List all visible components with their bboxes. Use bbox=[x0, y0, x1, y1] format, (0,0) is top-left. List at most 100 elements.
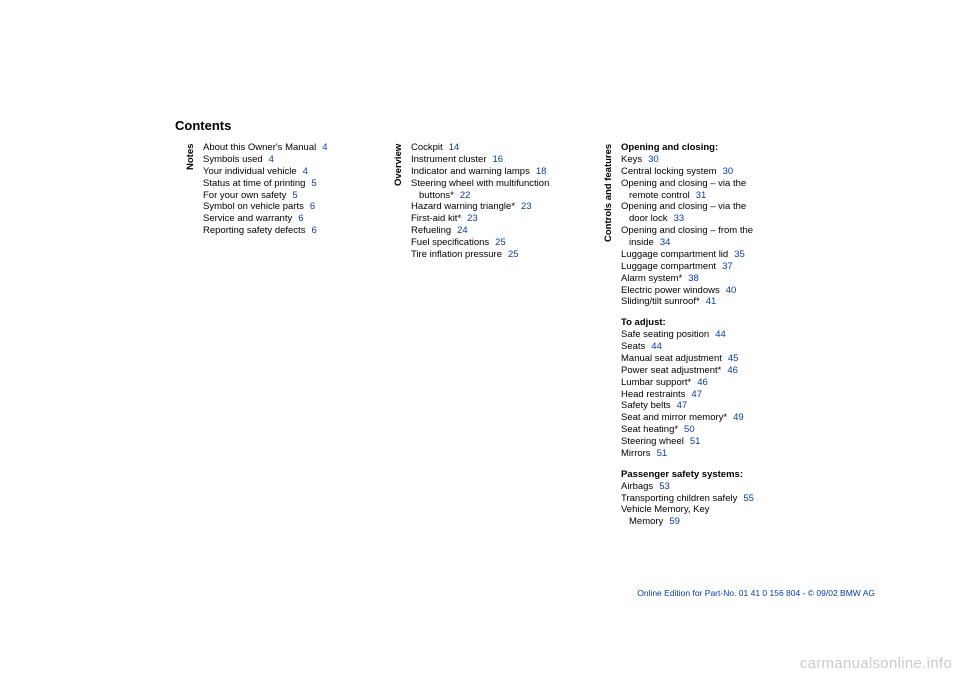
toc-entry: Status at time of printing5 bbox=[203, 178, 383, 190]
toc-entry: Your individual vehicle4 bbox=[203, 166, 383, 178]
toc-entry: Seat and mirror memory*49 bbox=[621, 412, 811, 424]
toc-entry: About this Owner's Manual4 bbox=[203, 142, 383, 154]
toc-entry: Seats44 bbox=[621, 341, 811, 353]
page-number[interactable]: 6 bbox=[304, 201, 315, 212]
group-heading: To adjust: bbox=[621, 317, 811, 329]
page-number[interactable]: 22 bbox=[454, 190, 471, 201]
page-number[interactable]: 47 bbox=[671, 400, 688, 411]
toc-entry: Steering wheel with multifunction bbox=[411, 178, 593, 190]
toc-entry: Seat heating*50 bbox=[621, 424, 811, 436]
page-number[interactable]: 18 bbox=[530, 166, 547, 177]
page-number[interactable]: 4 bbox=[297, 166, 308, 177]
page-number[interactable]: 6 bbox=[305, 225, 316, 236]
page-number[interactable]: 5 bbox=[286, 190, 297, 201]
page-number[interactable]: 41 bbox=[700, 296, 717, 307]
page-number[interactable]: 40 bbox=[720, 285, 737, 296]
page-number[interactable]: 51 bbox=[684, 436, 701, 447]
toc-entry: Electric power windows40 bbox=[621, 285, 811, 297]
page-number[interactable]: 24 bbox=[451, 225, 468, 236]
toc-entry: Refueling24 bbox=[411, 225, 593, 237]
page-number[interactable]: 53 bbox=[653, 481, 670, 492]
page-number[interactable]: 51 bbox=[651, 448, 668, 459]
column-overview: Overview Cockpit14Instrument cluster16In… bbox=[383, 142, 593, 528]
toc-entry: Safe seating position44 bbox=[621, 329, 811, 341]
toc-entry: Transporting children safely55 bbox=[621, 493, 811, 505]
page-number[interactable]: 5 bbox=[305, 178, 316, 189]
page-number[interactable]: 37 bbox=[716, 261, 733, 272]
toc-entry: Fuel specifications25 bbox=[411, 237, 593, 249]
toc-entry: Lumbar support*46 bbox=[621, 377, 811, 389]
page-number[interactable]: 47 bbox=[685, 389, 702, 400]
toc-entry: First-aid kit*23 bbox=[411, 213, 593, 225]
toc-entry: Reporting safety defects6 bbox=[203, 225, 383, 237]
page-number[interactable]: 23 bbox=[461, 213, 478, 224]
page-number[interactable]: 33 bbox=[668, 213, 685, 224]
page-number[interactable]: 30 bbox=[642, 154, 659, 165]
footer-text: Online Edition for Part-No. 01 41 0 156 … bbox=[637, 588, 875, 598]
section-label-notes: Notes bbox=[185, 144, 196, 170]
toc-entry: Tire inflation pressure25 bbox=[411, 249, 593, 261]
column-notes: Notes About this Owner's Manual4Symbols … bbox=[175, 142, 383, 528]
toc-entry: Vehicle Memory, Key bbox=[621, 504, 811, 516]
page-number[interactable]: 59 bbox=[663, 516, 680, 527]
toc-entry: For your own safety5 bbox=[203, 190, 383, 202]
watermark: carmanualsonline.info bbox=[800, 655, 952, 672]
toc-entry: Head restraints47 bbox=[621, 389, 811, 401]
page-number[interactable]: 55 bbox=[737, 493, 754, 504]
toc-entry: Central locking system30 bbox=[621, 166, 811, 178]
page-number[interactable]: 14 bbox=[443, 142, 460, 153]
toc-entry: Indicator and warning lamps18 bbox=[411, 166, 593, 178]
toc-entry: buttons*22 bbox=[411, 190, 593, 202]
page-number[interactable]: 16 bbox=[487, 154, 504, 165]
toc-entry: Symbol on vehicle parts6 bbox=[203, 201, 383, 213]
toc-entry: Sliding/tilt sunroof*41 bbox=[621, 296, 811, 308]
column-body-controls: Opening and closing:Keys30Central lockin… bbox=[621, 142, 811, 528]
page-number[interactable]: 44 bbox=[709, 329, 726, 340]
page-number[interactable]: 46 bbox=[721, 365, 738, 376]
page-number[interactable]: 45 bbox=[722, 353, 739, 364]
page-number[interactable]: 46 bbox=[691, 377, 708, 388]
toc-entry: Airbags53 bbox=[621, 481, 811, 493]
page-number[interactable]: 30 bbox=[717, 166, 734, 177]
page-number[interactable]: 4 bbox=[263, 154, 274, 165]
column-controls: Controls and features Opening and closin… bbox=[593, 142, 811, 528]
toc-entry: Opening and closing – via the bbox=[621, 201, 811, 213]
toc-entry: Keys30 bbox=[621, 154, 811, 166]
toc-entry: inside34 bbox=[621, 237, 811, 249]
toc-entry: Service and warranty6 bbox=[203, 213, 383, 225]
toc-entry: door lock33 bbox=[621, 213, 811, 225]
toc-entry: Hazard warning triangle*23 bbox=[411, 201, 593, 213]
page-number[interactable]: 31 bbox=[690, 190, 707, 201]
page-number[interactable]: 25 bbox=[489, 237, 506, 248]
page-number[interactable]: 4 bbox=[316, 142, 327, 153]
group-heading: Opening and closing: bbox=[621, 142, 811, 154]
page-number[interactable]: 23 bbox=[515, 201, 532, 212]
toc-entry: Opening and closing – from the bbox=[621, 225, 811, 237]
columns: Notes About this Owner's Manual4Symbols … bbox=[175, 142, 811, 528]
toc-entry: remote control31 bbox=[621, 190, 811, 202]
group-heading: Passenger safety systems: bbox=[621, 469, 811, 481]
toc-entry: Steering wheel51 bbox=[621, 436, 811, 448]
page: Contents Notes About this Owner's Manual… bbox=[0, 0, 960, 678]
toc-entry: Cockpit14 bbox=[411, 142, 593, 154]
page-number[interactable]: 38 bbox=[682, 273, 699, 284]
toc-entry: Opening and closing – via the bbox=[621, 178, 811, 190]
page-number[interactable]: 49 bbox=[727, 412, 744, 423]
column-body-overview: Cockpit14Instrument cluster16Indicator a… bbox=[411, 142, 593, 261]
page-number[interactable]: 50 bbox=[678, 424, 695, 435]
page-number[interactable]: 34 bbox=[654, 237, 671, 248]
section-label-overview: Overview bbox=[393, 144, 404, 186]
page-number[interactable]: 6 bbox=[292, 213, 303, 224]
toc-entry: Alarm system*38 bbox=[621, 273, 811, 285]
page-number[interactable]: 25 bbox=[502, 249, 519, 260]
toc-entry: Power seat adjustment*46 bbox=[621, 365, 811, 377]
page-number[interactable]: 35 bbox=[728, 249, 745, 260]
toc-entry: Symbols used4 bbox=[203, 154, 383, 166]
section-label-controls: Controls and features bbox=[603, 144, 614, 242]
toc-entry: Safety belts47 bbox=[621, 400, 811, 412]
toc-entry: Luggage compartment lid35 bbox=[621, 249, 811, 261]
toc-entry: Manual seat adjustment45 bbox=[621, 353, 811, 365]
page-title: Contents bbox=[175, 118, 231, 133]
toc-entry: Luggage compartment37 bbox=[621, 261, 811, 273]
page-number[interactable]: 44 bbox=[645, 341, 662, 352]
